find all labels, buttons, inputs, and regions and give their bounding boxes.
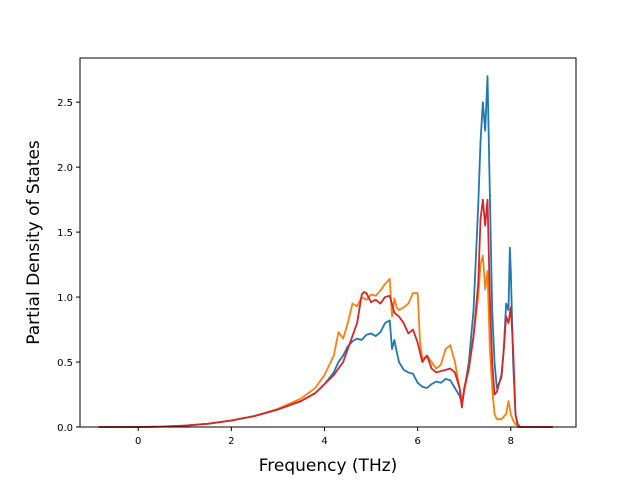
y-tick-label: 1.0 [57,293,73,304]
y-tick-label: 0.5 [57,358,73,369]
y-tick-label: 2.0 [57,163,73,174]
series-line-2 [98,254,553,428]
axes-frame [79,57,577,428]
x-tick-label: 2 [228,436,234,447]
series-group [98,75,553,428]
y-tick-label: 2.5 [57,98,73,109]
x-axis-label: Frequency (THz) [259,456,398,476]
x-tick-label: 8 [508,436,514,447]
ticks-group: 0 2 4 6 8 0.0 0.5 1.0 1.5 2.0 2.5 [57,98,514,447]
y-axis-label: Partial Density of States [24,140,44,345]
x-tick-label: 6 [414,436,420,447]
y-tick-label: 1.5 [57,228,73,239]
x-tick-label: 0 [135,436,141,447]
series-line-3 [98,198,553,428]
y-tick-label: 0.0 [57,423,73,434]
x-tick-label: 4 [321,436,327,447]
